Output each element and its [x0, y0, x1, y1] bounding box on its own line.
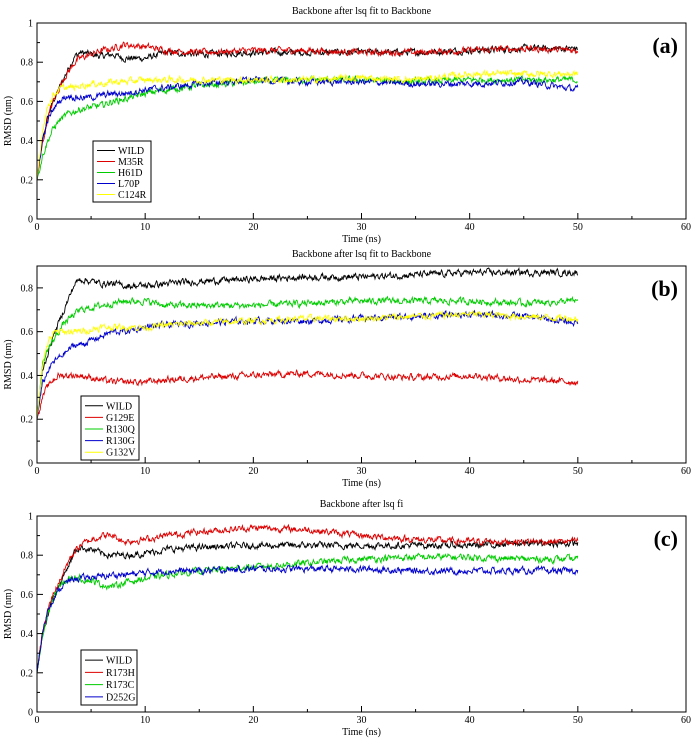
y-axis-label: RMSD (nm) [3, 96, 14, 146]
chart-title: Backbone after lsq fit to Backbone [292, 249, 432, 260]
panel-label: (b) [651, 276, 678, 301]
x-tick-label: 30 [357, 715, 367, 726]
x-tick-label: 20 [248, 466, 258, 477]
chart-title: Backbone after lsq fi [320, 499, 404, 510]
x-tick-label: 60 [681, 466, 691, 477]
series-line-c124r [36, 69, 579, 180]
legend-entry: G129E [106, 413, 134, 424]
x-tick-label: 0 [35, 466, 40, 477]
legend-entry: L70P [118, 179, 140, 190]
y-tick-label: 0.8 [21, 58, 34, 69]
legend-entry: D252G [106, 692, 135, 703]
x-tick-label: 0 [35, 222, 40, 233]
x-axis-label: Time (ns) [342, 727, 381, 738]
x-tick-label: 40 [465, 222, 475, 233]
series-line-m35r [36, 41, 579, 180]
x-tick-label: 10 [140, 715, 150, 726]
legend-entry: R173C [106, 680, 135, 691]
y-tick-label: 0.2 [21, 175, 34, 186]
x-tick-label: 50 [573, 222, 583, 233]
y-tick-label: 1 [28, 19, 33, 30]
x-tick-label: 60 [681, 222, 691, 233]
chart-panel-2: Backbone after lsq fit to Backbone 0 10 20 3… [3, 249, 691, 489]
x-tick-label: 10 [140, 222, 150, 233]
y-tick-label: 0 [28, 459, 33, 470]
legend-box [92, 140, 152, 203]
legend-entry: R130G [106, 436, 135, 447]
series-line-r173c [36, 552, 579, 673]
x-tick-label: 0 [35, 715, 40, 726]
x-tick-label: 30 [357, 222, 367, 233]
y-tick-label: 0.4 [21, 371, 34, 382]
y-tick-label: 0 [28, 708, 33, 719]
x-axis-label: Time (ns) [342, 234, 381, 245]
x-tick-label: 30 [357, 466, 367, 477]
y-tick-label: 0.6 [21, 590, 34, 601]
y-tick-label: 1 [28, 512, 33, 523]
chart-title: Backbone after lsq fit to Backbone [292, 6, 432, 17]
series-line-r130q [36, 295, 579, 420]
x-tick-label: 10 [140, 466, 150, 477]
series-line-r173h [36, 523, 579, 673]
x-tick-label: 20 [248, 222, 258, 233]
y-tick-label: 0.4 [21, 136, 34, 147]
y-tick-label: 0.8 [21, 283, 34, 294]
legend-entry: WILD [106, 656, 132, 667]
series-line-l70p [36, 75, 579, 180]
x-tick-label: 50 [573, 466, 583, 477]
legend-entry: WILD [106, 401, 132, 412]
legend-entry: R130Q [106, 425, 136, 436]
y-tick-label: 0.4 [21, 629, 34, 640]
x-axis-label: Time (ns) [342, 478, 381, 489]
legend-box [80, 649, 138, 706]
legend-entry: WILD [118, 146, 144, 157]
panel-label: (a) [652, 33, 678, 58]
series-line-wild [36, 538, 579, 673]
x-tick-label: 40 [465, 715, 475, 726]
legend-entry: H61D [118, 168, 142, 179]
y-tick-label: 0 [28, 215, 33, 226]
series-line-g129e [36, 369, 579, 420]
panel-label: (c) [654, 526, 678, 551]
y-tick-label: 0.6 [21, 97, 34, 108]
y-tick-label: 0.6 [21, 327, 34, 338]
chart-panel-3: Backbone after lsq fi 0 10 20 30 40 50 60 0 0.2 0.… [3, 499, 691, 738]
y-axis-label: RMSD (nm) [3, 339, 14, 389]
y-axis-label: RMSD (nm) [3, 589, 14, 639]
y-tick-label: 0.2 [21, 668, 34, 679]
series-line-d252g [36, 563, 579, 673]
x-tick-label: 40 [465, 466, 475, 477]
x-tick-label: 20 [248, 715, 258, 726]
legend-box [80, 395, 140, 461]
series-line-wild [36, 266, 579, 420]
legend-entry: M35R [118, 157, 144, 168]
legend-entry: C124R [118, 190, 147, 201]
legend-entry: G132V [106, 448, 136, 459]
y-tick-label: 0.8 [21, 551, 34, 562]
x-tick-label: 50 [573, 715, 583, 726]
series-line-g132v [36, 309, 579, 420]
series-line-h61d [36, 74, 578, 180]
y-tick-label: 0.2 [21, 415, 34, 426]
x-tick-label: 60 [681, 715, 691, 726]
legend-entry: R173H [106, 668, 135, 679]
